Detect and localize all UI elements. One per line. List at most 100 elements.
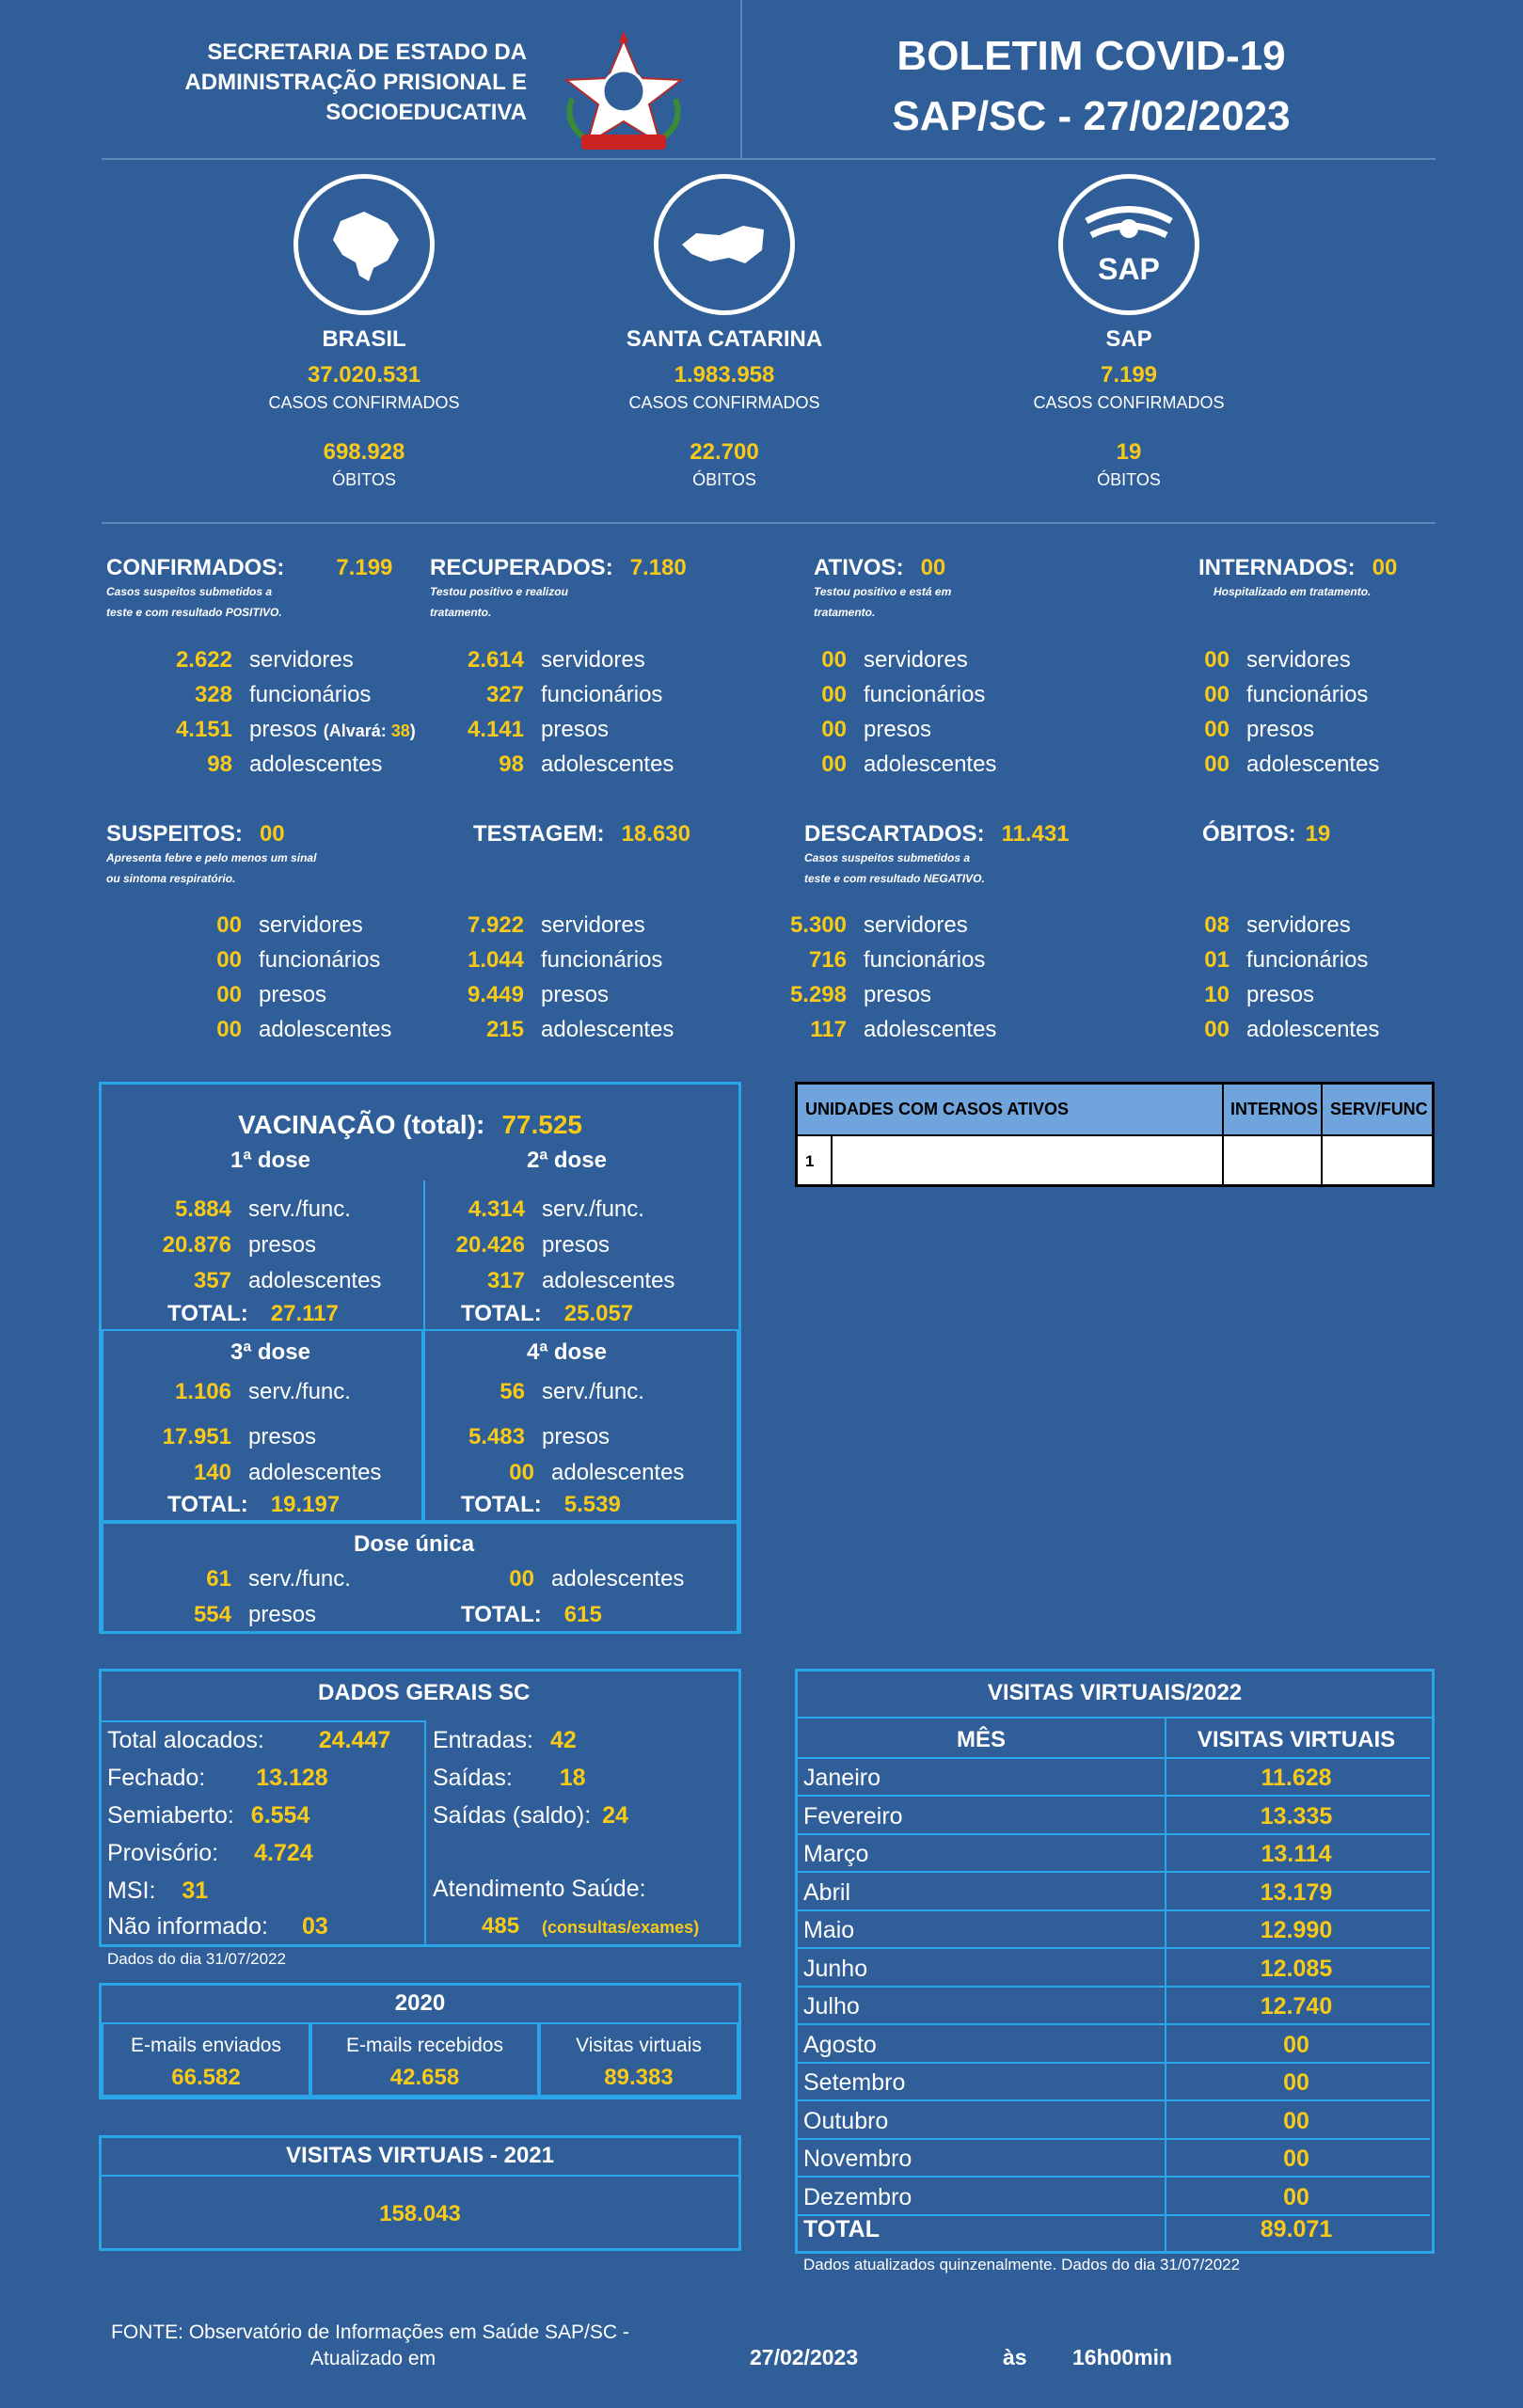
internados-funcionarios: 00 funcionários	[1204, 682, 1369, 707]
descartados-presos: 5.298 presos	[789, 982, 932, 1007]
testagem-adolescentes: 215 adolescentes	[485, 1017, 674, 1042]
provisorio: Provisório: 4.724	[107, 1840, 313, 1866]
month-visits: 12.990	[1260, 1917, 1333, 1943]
ativos-funcionarios: 00 funcionários	[821, 682, 986, 707]
vac-cell-d3	[102, 1329, 423, 1522]
units-table-header	[798, 1085, 1432, 1136]
month-visits: 00	[1283, 2069, 1309, 2096]
visits-month-row: Junho 12.085	[798, 1950, 1430, 1988]
secretaria-name: SECRETARIA DE ESTADO DA ADMINISTRAÇÃO PR…	[184, 40, 527, 125]
msi: MSI: 31	[107, 1877, 209, 1904]
suspeitos-funcionarios: 00 funcionários	[216, 947, 381, 973]
general-data-divider	[102, 1720, 426, 1944]
recuperados-funcionarios: 327 funcionários	[485, 682, 663, 707]
month-name: Março	[803, 1841, 869, 1867]
scope-santa-catarina: SANTA CATARINA 1.983.958 CASOS CONFIRMAD…	[527, 174, 922, 490]
header-divider	[740, 0, 742, 158]
visits-month-row: Dezembro 00	[798, 2178, 1430, 2216]
suspeitos-servidores: 00 servidores	[216, 912, 363, 938]
group-internados: INTERNADOS: 00 Hospitalizado em tratament…	[1198, 555, 1398, 598]
descartados-funcionarios: 716 funcionários	[808, 947, 986, 973]
month-name: Novembro	[803, 2146, 912, 2172]
month-name: Maio	[803, 1917, 855, 1943]
vac-cell-unica	[102, 1522, 738, 1631]
month-name: Dezembro	[803, 2183, 912, 2210]
d4-total: TOTAL: 5.539	[461, 1492, 621, 1517]
general-data-title: DADOS GERAIS SC	[318, 1680, 531, 1705]
confirmados-presos: 4.151 presos (Alvará: 38)	[175, 717, 416, 742]
month-name: Julho	[803, 1993, 860, 2020]
entradas: Entradas: 42	[433, 1727, 577, 1753]
group-suspeitos: SUSPEITOS: 00 Apresenta febre e pelo meno…	[106, 821, 317, 885]
emails-enviados: 66.582	[171, 2065, 241, 2090]
visits-month-row: Agosto 00	[798, 2026, 1430, 2064]
units-col-servfunc: SERV/FUNC	[1330, 1100, 1428, 1118]
d3-servfunc: 1.106 serv./func.	[174, 1379, 351, 1404]
month-visits: 11.628	[1261, 1765, 1332, 1791]
saidas: Saídas: 18	[433, 1765, 586, 1791]
ativos-adolescentes: 00 adolescentes	[821, 752, 997, 777]
confirmados-adolescentes: 98 adolescentes	[207, 752, 383, 777]
visits-month-row: Novembro 00	[798, 2140, 1430, 2178]
d3-total: TOTAL: 19.197	[167, 1492, 341, 1517]
unica-adolescentes: 00 adolescentes	[509, 1566, 685, 1592]
atendimento-saude-label: Atendimento Saúde:	[433, 1876, 646, 1902]
d2-presos: 20.426 presos	[455, 1232, 611, 1258]
total-alocados: Total alocados: 24.447	[107, 1727, 391, 1753]
group-recuperados: RECUPERADOS: 7.180 Testou positivo e real…	[430, 555, 687, 619]
d1-adolescentes: 357 adolescentes	[193, 1268, 382, 1293]
vac-divider-1	[102, 1180, 425, 1331]
unica-total: TOTAL: 615	[461, 1602, 602, 1627]
obitos-funcionarios: 01 funcionários	[1204, 947, 1369, 973]
visits-month-row: Julho 12.740	[798, 1988, 1430, 2025]
month-name: Abril	[803, 1878, 851, 1906]
internados-presos: 00 presos	[1204, 717, 1315, 742]
month-visits: 12.740	[1260, 1993, 1333, 2020]
visitas-2020-label: Visitas virtuais	[576, 2035, 702, 2056]
footer-at: às	[1003, 2345, 1027, 2369]
unica-presos: 554 presos	[193, 1602, 317, 1627]
visits-month-row: Outubro 00	[798, 2102, 1430, 2140]
visits-month-row: Maio 12.990	[798, 1911, 1430, 1949]
vaccination-title: VACINAÇÃO (total): 77.525	[238, 1110, 582, 1139]
testagem-presos: 9.449 presos	[467, 982, 610, 1007]
units-col-internos: INTERNOS	[1230, 1100, 1319, 1118]
bulletin-title: BOLETIM COVID-19 SAP/SC - 27/02/2023	[892, 33, 1291, 139]
active-units-table: UNIDADES COM CASOS ATIVOS INTERNOS SERV/…	[795, 1082, 1435, 1187]
unica-servfunc: 61 serv./func.	[206, 1566, 351, 1592]
semiaberto: Semiaberto: 6.554	[107, 1802, 310, 1829]
d2-total: TOTAL: 25.057	[461, 1301, 634, 1326]
santa-catarina-map-icon	[654, 174, 795, 315]
month-visits: 12.085	[1260, 1955, 1333, 1982]
dose4-label: 4ª dose	[527, 1339, 607, 1365]
obitos-adolescentes: 00 adolescentes	[1204, 1017, 1380, 1042]
obitos-presos: 10 presos	[1204, 982, 1315, 1007]
fechado: Fechado: 13.128	[107, 1765, 328, 1791]
dose3-label: 3ª dose	[230, 1339, 310, 1365]
group-confirmados: CONFIRMADOS: 7.199 Casos suspeitos submet…	[106, 555, 393, 619]
footer-time: 16h00min	[1072, 2345, 1173, 2369]
internados-servidores: 00 servidores	[1204, 647, 1351, 673]
visits-2022-total-row: TOTAL 89.071	[803, 2216, 1333, 2242]
d3-presos: 17.951 presos	[162, 1424, 317, 1450]
footer-updated-label: Atualizado em	[310, 2348, 436, 2369]
month-name: Janeiro	[803, 1765, 880, 1791]
recuperados-presos: 4.141 presos	[467, 717, 610, 742]
d1-servfunc: 5.884 serv./func.	[174, 1196, 351, 1222]
d1-total: TOTAL: 27.117	[167, 1301, 339, 1326]
month-name: Outubro	[803, 2107, 889, 2134]
dose-unica-label: Dose única	[354, 1531, 475, 1557]
d4-presos: 5.483 presos	[468, 1424, 611, 1450]
state-crest-logo	[544, 24, 704, 155]
year-2020-title: 2020	[394, 1990, 446, 2016]
d2-servfunc: 4.314 serv./func.	[468, 1196, 644, 1222]
vaccination-panel	[99, 1082, 741, 1634]
confirmados-funcionarios: 328 funcionários	[194, 682, 372, 707]
visits-month-row: Janeiro 11.628	[798, 1759, 1430, 1797]
ativos-servidores: 00 servidores	[821, 647, 968, 673]
d2-adolescentes: 317 adolescentes	[486, 1268, 675, 1293]
general-data-panel	[99, 1669, 741, 1947]
group-testagem: TESTAGEM: 18.630	[473, 821, 690, 847]
atendimento-saude: 485 (consultas/exames)	[482, 1913, 700, 1939]
d1-presos: 20.876 presos	[162, 1232, 317, 1258]
